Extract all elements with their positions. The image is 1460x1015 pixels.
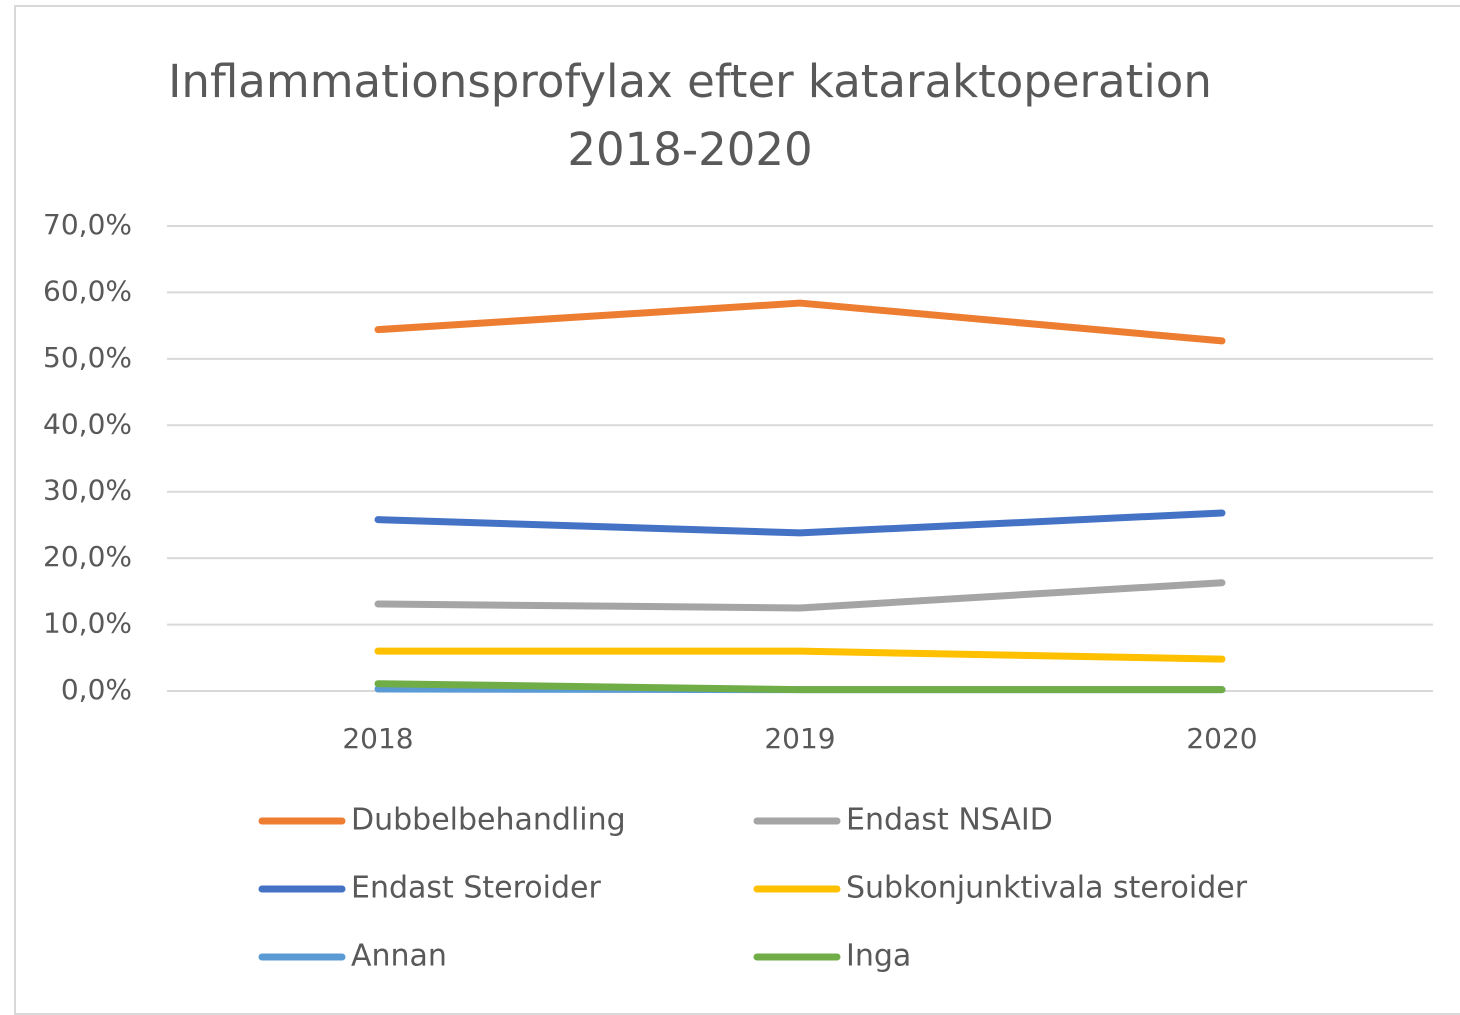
y-tick-label: 50,0%	[43, 341, 132, 374]
y-tick-label: 0,0%	[61, 673, 132, 706]
y-tick-label: 10,0%	[43, 607, 132, 640]
legend-label: Annan	[351, 939, 447, 974]
x-tick-label: 2020	[1186, 722, 1257, 755]
legend-label: Endast Steroider	[351, 871, 601, 906]
line-series	[374, 509, 1226, 537]
line-series	[374, 299, 1226, 345]
x-tick-label: 2018	[342, 722, 413, 755]
legend-label: Endast NSAID	[846, 803, 1053, 838]
y-tick-label: 70,0%	[43, 208, 132, 241]
legend-label: Subkonjunktivala steroider	[846, 871, 1248, 906]
y-tick-label: 40,0%	[43, 407, 132, 440]
y-tick-label: 60,0%	[43, 274, 132, 307]
chart-title: Inflammationsprofylax efter kataraktoper…	[168, 55, 1212, 176]
line-series	[374, 680, 1226, 694]
x-tick-label: 2019	[764, 722, 835, 755]
legend-label: Dubbelbehandling	[351, 803, 626, 838]
legend-label: Inga	[846, 939, 911, 974]
y-tick-label: 20,0%	[43, 540, 132, 573]
line-series	[374, 647, 1226, 663]
y-tick-label: 30,0%	[43, 474, 132, 507]
line-series	[374, 579, 1226, 612]
